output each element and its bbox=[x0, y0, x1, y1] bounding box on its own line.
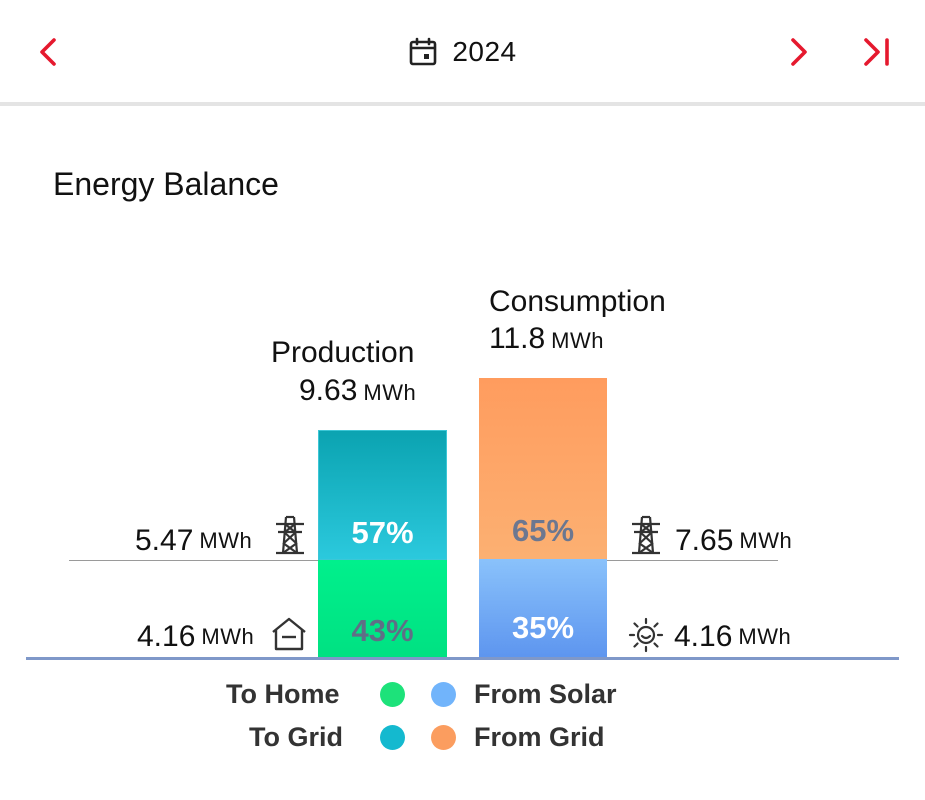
consumption-from-grid-segment[interactable]: 65% bbox=[479, 378, 607, 559]
legend-to-grid: To Grid bbox=[249, 722, 343, 753]
power-pylon-icon bbox=[276, 515, 304, 555]
legend-to-grid-label: To Grid bbox=[249, 722, 343, 752]
production-to-grid-percent: 57% bbox=[351, 515, 414, 550]
legend-from-solar-swatch bbox=[431, 682, 456, 707]
production-total-value: 9.63 bbox=[299, 374, 358, 407]
from-grid-value-number: 7.65 bbox=[675, 524, 734, 557]
legend-to-home-label: To Home bbox=[226, 679, 340, 709]
chevron-right-icon bbox=[791, 38, 807, 66]
consumption-from-solar-segment[interactable]: 35% bbox=[479, 559, 607, 658]
legend-from-solar-label: From Solar bbox=[474, 679, 617, 709]
production-total: 9.63 MWh bbox=[299, 374, 416, 408]
from-grid-value-unit: MWh bbox=[739, 528, 793, 553]
production-to-grid-segment[interactable]: 57% bbox=[318, 430, 447, 560]
consumption-bar[interactable]: 65% 35% bbox=[479, 378, 607, 658]
period-selector[interactable]: 2024 bbox=[0, 30, 925, 74]
to-home-value-number: 4.16 bbox=[137, 620, 196, 653]
from-solar-value: 4.16 MWh bbox=[674, 620, 791, 654]
sun-icon bbox=[628, 617, 664, 653]
production-split-line bbox=[69, 560, 318, 561]
legend-to-home-swatch bbox=[380, 682, 405, 707]
period-label: 2024 bbox=[452, 36, 517, 67]
from-grid-value: 7.65 MWh bbox=[675, 524, 792, 558]
legend-to-grid-swatch bbox=[380, 725, 405, 750]
previous-period-button[interactable] bbox=[26, 30, 70, 74]
production-bar[interactable]: 57% 43% bbox=[318, 430, 447, 658]
consumption-from-solar-percent: 35% bbox=[511, 610, 575, 645]
header-divider bbox=[0, 102, 925, 106]
legend-from-grid: From Grid bbox=[474, 722, 605, 753]
to-home-value: 4.16 MWh bbox=[137, 620, 254, 654]
to-grid-value-number: 5.47 bbox=[135, 524, 194, 557]
legend-to-home: To Home bbox=[226, 679, 340, 710]
section-title: Energy Balance bbox=[53, 166, 279, 202]
legend-from-grid-swatch bbox=[431, 725, 456, 750]
legend-from-grid-label: From Grid bbox=[474, 722, 605, 752]
consumption-total: 11.8 MWh bbox=[489, 322, 604, 356]
power-pylon-icon bbox=[632, 515, 660, 555]
to-grid-value: 5.47 MWh bbox=[135, 524, 252, 558]
legend-from-solar: From Solar bbox=[474, 679, 617, 710]
consumption-split-line bbox=[607, 560, 778, 561]
chart-baseline bbox=[26, 657, 899, 660]
next-period-button[interactable] bbox=[777, 30, 821, 74]
consumption-total-unit: MWh bbox=[551, 328, 604, 353]
calendar-icon bbox=[410, 37, 437, 66]
skip-to-end-icon bbox=[864, 38, 889, 66]
consumption-total-value: 11.8 bbox=[489, 322, 546, 355]
to-home-value-unit: MWh bbox=[201, 624, 255, 649]
production-total-unit: MWh bbox=[363, 380, 417, 405]
to-grid-value-unit: MWh bbox=[199, 528, 253, 553]
chevron-left-icon bbox=[40, 38, 56, 66]
from-solar-value-unit: MWh bbox=[738, 624, 792, 649]
production-to-home-percent: 43% bbox=[351, 613, 414, 648]
production-to-home-segment[interactable]: 43% bbox=[318, 560, 447, 658]
consumption-from-grid-percent: 65% bbox=[511, 513, 575, 548]
consumption-label: Consumption bbox=[489, 285, 666, 318]
production-label: Production bbox=[271, 336, 415, 369]
house-icon bbox=[272, 617, 306, 651]
from-solar-value-number: 4.16 bbox=[674, 620, 733, 653]
latest-period-button[interactable] bbox=[855, 30, 899, 74]
period-header: 2024 bbox=[0, 0, 925, 106]
